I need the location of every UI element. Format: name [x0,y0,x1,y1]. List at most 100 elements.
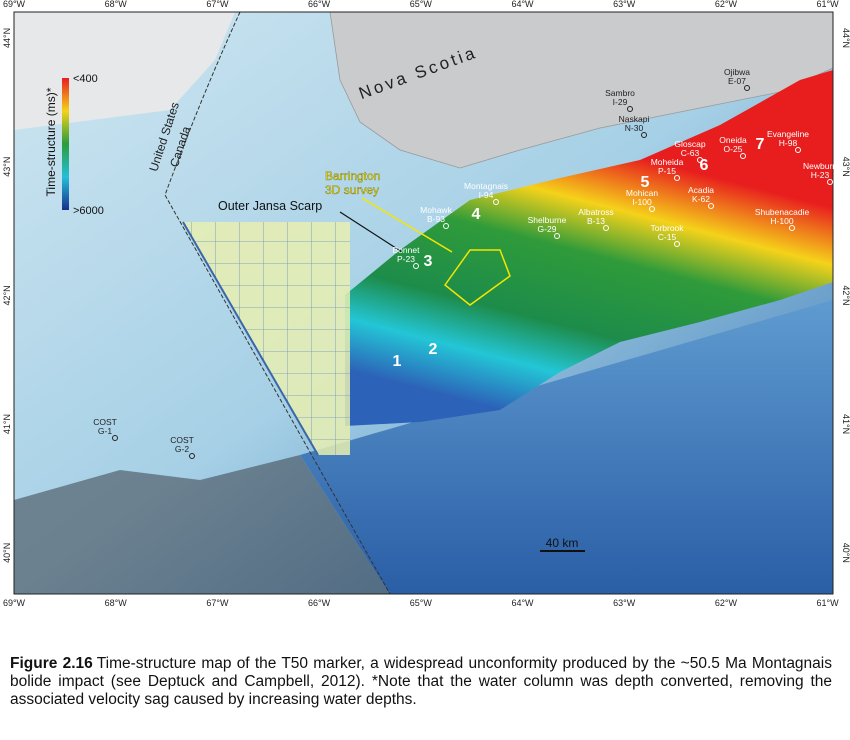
well-name: Ojibwa [724,67,750,77]
survey-label: 3D survey [325,183,379,197]
lon-label: 62°W [715,598,738,608]
legend-bottom: >6000 [73,205,104,217]
well-id: B-93 [427,214,445,224]
well-symbol [627,106,633,112]
well-id: N-30 [625,123,644,133]
well-id: H-100 [770,216,793,226]
lon-label: 61°W [817,0,840,9]
lon-label: 64°W [511,598,534,608]
well-name: Acadia [688,185,714,195]
well-id: P-15 [658,166,676,176]
well-id: I-100 [632,197,652,207]
lon-label: 61°W [817,598,840,608]
legend-top: <400 [73,73,98,85]
caption-text: Time-structure map of the T50 marker, a … [10,655,832,708]
well-name: Gloscap [674,139,705,149]
well-id: C-15 [658,232,677,242]
well-symbol [708,203,714,209]
zone-number: 6 [700,157,709,174]
lon-label: 67°W [206,0,229,9]
zone-number: 5 [641,174,650,191]
lat-label: 42°N [841,285,850,305]
lon-label: 64°W [511,0,534,9]
well-symbol [493,199,499,205]
well-symbol [413,263,419,269]
map: Nova Scotia United States Canada Time-st… [2,0,850,608]
lon-label: 67°W [206,598,229,608]
well-name: Oneida [719,135,747,145]
well-symbol [827,179,833,185]
well-symbol [641,132,647,138]
lat-label: 40°N [2,543,12,563]
legend-title: Time-structure (ms)* [44,87,58,196]
well-name: COST [93,417,117,427]
scarp-label: Outer Jansa Scarp [218,199,322,213]
well-id: I-94 [479,190,494,200]
well-name: Shubenacadie [755,207,810,217]
well-name: Naskapi [619,114,650,124]
well-id: H-23 [811,170,830,180]
basemap [13,11,834,595]
zone-number: 1 [393,353,402,370]
lon-label: 69°W [3,598,26,608]
well-id: I-29 [613,97,628,107]
well-id: K-62 [692,194,710,204]
lon-label: 68°W [105,0,128,9]
lon-label: 65°W [410,598,433,608]
well-symbol [674,241,680,247]
lat-label: 44°N [2,28,12,48]
well-symbol [112,435,118,441]
well-symbol [649,206,655,212]
well-name: Bonnet [393,245,421,255]
zone-number: 4 [472,206,481,223]
lat-label: 42°N [2,285,12,305]
well-name: Moheida [651,157,684,167]
well-symbol [795,147,801,153]
caption-label: Figure 2.16 [10,655,93,672]
well-symbol [674,175,680,181]
well-symbol [740,153,746,159]
well-id: O-25 [724,144,743,154]
well-symbol [603,225,609,231]
well-name: Albatross [578,207,613,217]
well-id: C-63 [681,148,700,158]
well-id: E-07 [728,76,746,86]
lon-label: 66°W [308,598,331,608]
lon-label: 66°W [308,0,331,9]
well-name: Torbrook [650,223,684,233]
lon-label: 63°W [613,598,636,608]
well-symbol [554,233,560,239]
well-symbol [443,223,449,229]
lat-label: 40°N [841,543,850,563]
lat-label: 43°N [2,157,12,177]
survey-label: Barrington [325,169,380,183]
zone-number: 3 [424,253,433,270]
well-name: Mohican [626,188,658,198]
well-name: COST [170,435,194,445]
lon-label: 69°W [3,0,26,9]
scale-label: 40 km [546,536,579,550]
well-id: G-2 [175,444,189,454]
well-name: Evangeline [767,129,809,139]
caption: Figure 2.16 Time-structure map of the T50… [10,655,832,709]
well-name: Mohawk [420,205,452,215]
zone-number: 2 [429,341,438,358]
well-symbol [789,225,795,231]
lat-label: 44°N [841,28,850,48]
well-id: G-29 [538,224,557,234]
well-symbol [744,85,750,91]
well-id: P-23 [397,254,415,264]
well-name: Shelburne [528,215,567,225]
well-symbol [697,157,703,163]
lon-label: 62°W [715,0,738,9]
lat-label: 41°N [2,414,12,434]
well-name: Sambro [605,88,635,98]
lon-label: 65°W [410,0,433,9]
well-id: B-13 [587,216,605,226]
zone-number: 7 [756,136,765,153]
lon-label: 68°W [105,598,128,608]
well-id: H-98 [779,138,798,148]
well-name: Montagnais [464,181,508,191]
lat-label: 41°N [841,414,850,434]
